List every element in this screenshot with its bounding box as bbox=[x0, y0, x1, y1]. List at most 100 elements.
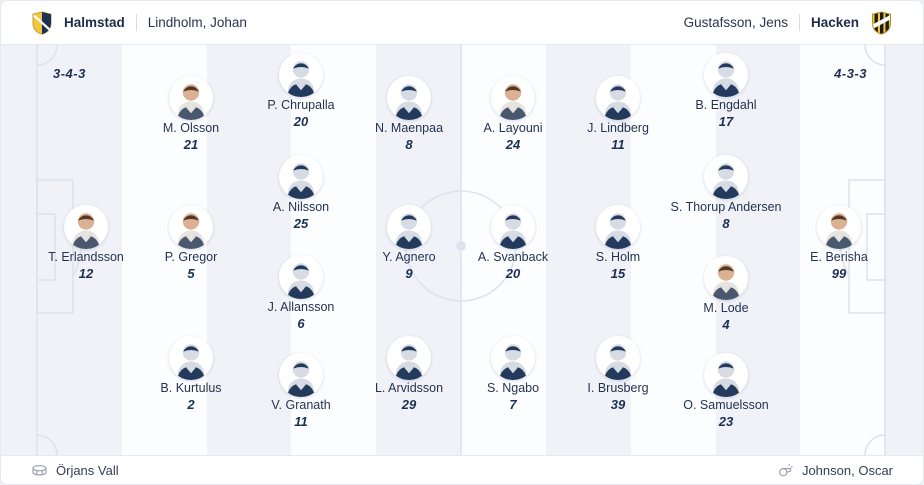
player-number: 17 bbox=[718, 114, 734, 129]
home-team-header: Halmstad Lindholm, Johan bbox=[31, 10, 247, 35]
player-number: 99 bbox=[831, 266, 847, 281]
player-name: J. Allansson bbox=[267, 300, 335, 314]
header-divider bbox=[798, 14, 800, 31]
player-away-9[interactable]: O. Samuelsson 23 bbox=[651, 353, 801, 430]
player-number: 8 bbox=[722, 216, 730, 231]
player-name: A. Layouni bbox=[483, 121, 543, 135]
player-name: O. Samuelsson bbox=[683, 398, 769, 412]
player-away-8[interactable]: M. Lode 4 bbox=[651, 256, 801, 333]
player-number: 24 bbox=[505, 137, 521, 152]
pitch-stripe bbox=[631, 45, 716, 455]
player-avatar bbox=[387, 336, 431, 380]
player-home-10[interactable]: L. Arvidsson 29 bbox=[334, 336, 484, 413]
player-avatar bbox=[491, 76, 535, 120]
player-avatar bbox=[279, 353, 323, 397]
player-home-9[interactable]: Y. Agnero 9 bbox=[334, 205, 484, 282]
player-home-6[interactable]: J. Allansson 6 bbox=[226, 255, 376, 332]
player-away-0[interactable]: A. Layouni 24 bbox=[438, 76, 588, 153]
player-away-1[interactable]: A. Svanback 20 bbox=[438, 205, 588, 282]
player-number: 29 bbox=[401, 397, 417, 412]
player-avatar bbox=[704, 353, 748, 397]
player-number: 9 bbox=[405, 266, 413, 281]
player-name: Y. Agnero bbox=[382, 250, 436, 264]
player-avatar bbox=[279, 255, 323, 299]
player-avatar bbox=[169, 205, 213, 249]
player-avatar bbox=[704, 155, 748, 199]
player-avatar bbox=[64, 205, 108, 249]
player-avatar bbox=[491, 205, 535, 249]
player-name: E. Berisha bbox=[810, 250, 868, 264]
home-team-name[interactable]: Halmstad bbox=[64, 15, 125, 30]
player-number: 11 bbox=[611, 137, 625, 152]
venue-info: Örjans Vall bbox=[31, 462, 119, 478]
player-home-3[interactable]: B. Kurtulus 2 bbox=[116, 336, 266, 413]
player-name: S. Thorup Andersen bbox=[670, 200, 782, 214]
player-number: 15 bbox=[610, 266, 626, 281]
player-home-2[interactable]: P. Gregor 5 bbox=[116, 205, 266, 282]
home-coach-name: Lindholm, Johan bbox=[147, 15, 247, 30]
home-team-badge[interactable] bbox=[31, 10, 53, 35]
referee-name: Johnson, Oscar bbox=[801, 462, 893, 478]
player-avatar bbox=[279, 53, 323, 97]
player-name: L. Arvidsson bbox=[374, 381, 444, 395]
player-avatar bbox=[491, 336, 535, 380]
player-name: V. Granath bbox=[271, 398, 331, 412]
player-avatar bbox=[704, 256, 748, 300]
player-away-10[interactable]: E. Berisha 99 bbox=[764, 205, 914, 282]
pitch-stripe bbox=[800, 45, 885, 455]
player-away-2[interactable]: S. Ngabo 7 bbox=[438, 336, 588, 413]
player-name: J. Lindberg bbox=[587, 121, 649, 135]
player-name: I. Brusberg bbox=[587, 381, 649, 395]
player-avatar bbox=[596, 336, 640, 380]
player-number: 39 bbox=[610, 397, 626, 412]
player-name: T. Erlandsson bbox=[48, 250, 124, 264]
away-formation-label: 4-3-3 bbox=[834, 66, 867, 81]
player-number: 25 bbox=[293, 216, 309, 231]
venue-name: Örjans Vall bbox=[56, 462, 119, 478]
player-name: S. Holm bbox=[595, 250, 641, 264]
player-home-8[interactable]: N. Maenpaa 8 bbox=[334, 76, 484, 153]
player-avatar bbox=[387, 205, 431, 249]
player-number: 20 bbox=[505, 266, 521, 281]
player-name: B. Kurtulus bbox=[160, 381, 222, 395]
player-number: 21 bbox=[183, 137, 199, 152]
player-away-4[interactable]: S. Holm 15 bbox=[543, 205, 693, 282]
away-team-badge[interactable] bbox=[870, 10, 893, 35]
player-number: 12 bbox=[78, 266, 94, 281]
player-home-1[interactable]: M. Olsson 21 bbox=[116, 76, 266, 153]
player-away-7[interactable]: S. Thorup Andersen 8 bbox=[651, 155, 801, 232]
player-number: 23 bbox=[718, 414, 734, 429]
player-name: B. Engdahl bbox=[695, 98, 757, 112]
player-home-7[interactable]: V. Granath 11 bbox=[226, 353, 376, 430]
player-number: 8 bbox=[405, 137, 413, 152]
pitch: 3-4-3 4-3-3 T. Erlandsson 12 M. Olsson 21 … bbox=[1, 45, 923, 455]
player-name: M. Olsson bbox=[162, 121, 220, 135]
player-away-5[interactable]: I. Brusberg 39 bbox=[543, 336, 693, 413]
header-divider bbox=[135, 14, 137, 31]
player-avatar bbox=[596, 205, 640, 249]
player-number: 6 bbox=[297, 316, 305, 331]
footer: Örjans Vall Johnson, Oscar bbox=[1, 455, 923, 484]
away-team-name[interactable]: Hacken bbox=[810, 15, 859, 30]
stadium-icon bbox=[32, 464, 47, 476]
header: Halmstad Lindholm, Johan Gustafsson, Jen… bbox=[1, 1, 923, 45]
player-home-4[interactable]: P. Chrupalla 20 bbox=[226, 53, 376, 130]
player-name: A. Nilsson bbox=[272, 200, 330, 214]
home-formation-label: 3-4-3 bbox=[53, 66, 86, 81]
player-home-0[interactable]: T. Erlandsson 12 bbox=[11, 205, 161, 282]
player-avatar bbox=[279, 155, 323, 199]
player-number: 11 bbox=[294, 414, 308, 429]
player-name: S. Ngabo bbox=[486, 381, 540, 395]
player-avatar bbox=[817, 205, 861, 249]
player-name: P. Gregor bbox=[164, 250, 218, 264]
player-number: 7 bbox=[509, 397, 517, 412]
player-away-3[interactable]: J. Lindberg 11 bbox=[543, 76, 693, 153]
player-number: 4 bbox=[722, 317, 730, 332]
whistle-icon bbox=[779, 463, 793, 477]
player-avatar bbox=[169, 76, 213, 120]
player-away-6[interactable]: B. Engdahl 17 bbox=[651, 53, 801, 130]
player-name: M. Lode bbox=[703, 301, 749, 315]
player-home-5[interactable]: A. Nilsson 25 bbox=[226, 155, 376, 232]
away-coach-name: Gustafsson, Jens bbox=[683, 15, 788, 30]
